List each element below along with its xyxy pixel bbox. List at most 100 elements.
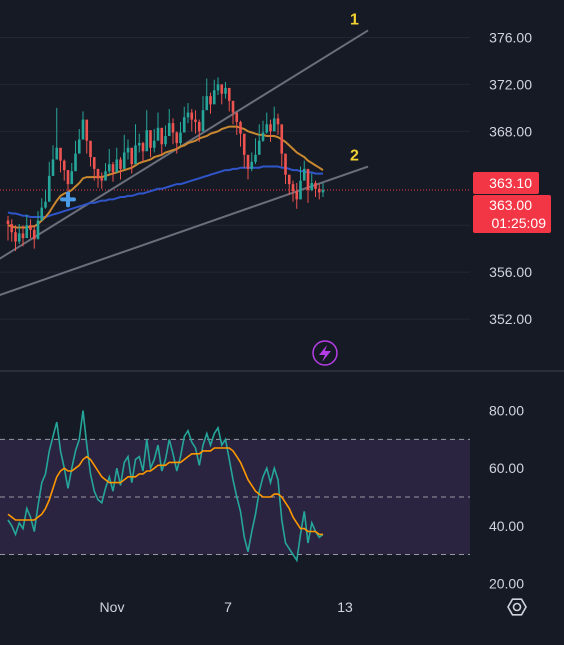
candle [186,103,190,124]
candle [126,139,130,160]
rsi-ma-line [7,447,323,536]
candle-body [231,100,235,113]
candle-body [246,154,250,169]
candle [194,110,197,134]
candle-body [32,229,36,240]
candle-body [164,136,167,145]
candle [287,174,291,195]
candle-body [137,143,141,146]
candle [291,180,295,202]
candle [246,154,250,180]
candle-body [74,153,77,172]
gear-center [512,602,522,612]
price-tick-label: 352.00 [489,311,532,327]
candle-body [235,112,239,122]
trendline-label: 2 [350,148,359,165]
candle [74,140,77,172]
candle-body [201,110,205,132]
candle [280,124,284,167]
candle-body [29,225,32,230]
candle [141,141,145,162]
candle-body [314,182,317,189]
candle [265,112,269,134]
candle-body [287,174,291,185]
candle [321,182,325,198]
candle [44,190,47,209]
candle [130,147,134,174]
candle-body [111,164,115,173]
candle-body [224,87,227,94]
candle [257,124,261,155]
candle [89,140,92,167]
candle-body [194,119,197,122]
candle [310,173,314,192]
candle-body [269,124,272,132]
candle [190,109,194,132]
trendline-2[interactable] [0,165,369,303]
candle-body [107,164,111,172]
candle [306,168,310,203]
candle-body [36,220,40,240]
candle [21,225,25,247]
candle-body [100,178,104,181]
time-axis[interactable]: Nov 7 13 [100,599,353,615]
price-badge-label: 363.10 [489,175,532,191]
candle-body [227,87,231,101]
candle [201,96,205,132]
rsi-axis: 80.00 60.00 40.00 20.00 [489,403,524,592]
trendline-label: 1 [350,11,359,28]
rsi-tick-label: 60.00 [489,460,524,476]
candle [137,133,141,153]
candle [111,161,115,182]
candle [32,225,36,249]
candle [317,184,321,200]
candle [197,119,201,142]
settings-icon[interactable] [507,598,527,616]
candle [134,124,137,165]
candle [164,125,167,147]
candle-body [186,112,190,118]
candle-body [152,140,156,148]
candle [284,153,287,185]
candle [205,78,209,111]
candle [227,87,231,112]
rsi-pane[interactable]: 80.00 60.00 40.00 20.00 [0,403,524,592]
price-pane[interactable]: 12 376.00372.00368.00360.00356.00352.00 … [0,11,551,366]
crosshair-marker-icon[interactable] [60,191,76,208]
candle-body [220,84,224,94]
candle [10,219,14,242]
candle [242,133,246,168]
lightning-icon[interactable] [312,340,338,366]
candle-body [250,161,254,169]
candle [167,109,171,137]
candle-body [66,170,70,185]
candle-body [291,184,295,192]
trendline-1[interactable] [0,29,369,272]
candle-body [310,182,314,190]
candle [314,180,317,198]
candle [272,106,276,132]
candle [104,163,107,181]
candle [59,147,62,173]
candle [216,77,220,95]
candle-body [17,233,21,242]
countdown-label: 01:25:09 [492,215,547,231]
rsi-tick-label: 80.00 [489,403,524,419]
price-tick-label: 356.00 [489,264,532,280]
price-gridlines [0,36,470,320]
candle-body [171,123,175,133]
candle-body [6,220,10,225]
candle-body [77,139,81,154]
trendlines[interactable]: 12 [0,11,369,303]
candle [239,120,242,147]
candle-body [122,152,126,169]
candle-body [40,207,44,221]
candle [77,128,81,154]
candle-body [242,133,246,155]
candle [209,92,212,114]
candle-body [104,171,107,181]
candle-body [239,121,242,134]
candle-body [209,96,212,105]
